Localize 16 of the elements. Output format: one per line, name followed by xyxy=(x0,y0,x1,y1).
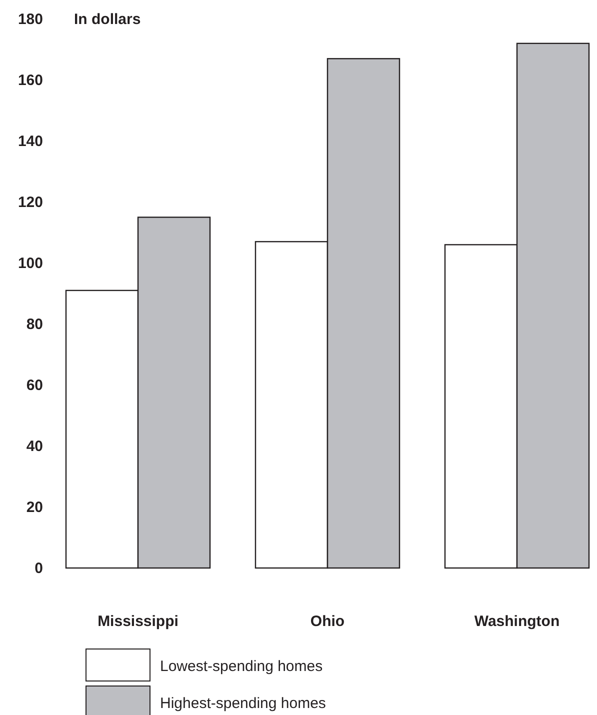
y-tick-label: 120 xyxy=(18,194,43,211)
y-tick-label: 80 xyxy=(26,316,43,333)
y-tick-label: 100 xyxy=(18,254,43,272)
y-tick-label: 140 xyxy=(18,132,43,150)
y-tick-label: 0 xyxy=(34,560,43,577)
x-tick-label: Washington xyxy=(474,613,560,630)
x-tick-label: Mississippi xyxy=(98,613,178,630)
y-tick-label: 180 xyxy=(18,10,43,28)
x-tick-label: Ohio xyxy=(310,613,345,630)
y-tick-label: 160 xyxy=(18,72,43,89)
legend-label: Highest-spending homes xyxy=(160,695,326,712)
y-tick-label: 60 xyxy=(26,376,43,394)
y-axis-title: In dollars xyxy=(74,11,141,28)
y-tick-label: 20 xyxy=(26,498,43,516)
y-tick-label: 40 xyxy=(26,438,43,455)
legend-label: Lowest-spending homes xyxy=(160,658,323,675)
